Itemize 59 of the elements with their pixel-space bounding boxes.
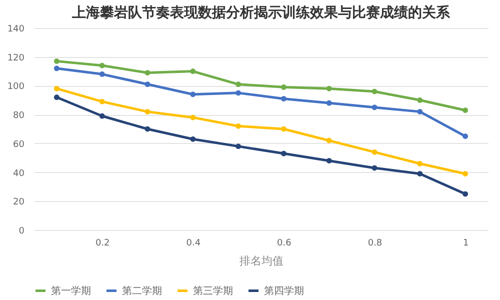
y-tick-label: 100 (7, 82, 25, 92)
x-tick-label: 0.8 (368, 238, 382, 248)
point (236, 90, 242, 96)
point (144, 126, 150, 132)
point (417, 97, 423, 103)
x-tick-label: 0.6 (277, 238, 292, 248)
y-tick-label: 20 (13, 198, 25, 208)
legend-label: 第四学期 (264, 284, 304, 297)
x-axis-title: 排名均值 (240, 254, 284, 268)
point (417, 108, 423, 114)
point (462, 108, 468, 113)
point (190, 136, 196, 142)
point (236, 144, 242, 150)
legend-label: 第二学期 (122, 284, 162, 297)
point (54, 58, 60, 64)
point (190, 68, 196, 74)
point (236, 123, 242, 129)
y-tick-label: 40 (13, 168, 25, 179)
point (280, 150, 286, 156)
y-tick-label: 60 (13, 140, 25, 150)
point (99, 71, 105, 77)
point (99, 62, 105, 68)
point (372, 165, 378, 171)
x-tick-label: 1 (462, 238, 469, 248)
x-tick-label: 0.2 (95, 238, 110, 248)
y-tick-label: 0 (18, 226, 25, 236)
y-tick-label: 80 (13, 111, 25, 122)
point (54, 86, 60, 92)
point (99, 113, 105, 119)
point (372, 149, 378, 155)
point (462, 191, 468, 197)
point (326, 158, 332, 164)
point (190, 92, 196, 98)
point (417, 170, 423, 176)
point (144, 108, 150, 114)
y-tick-label: 140 (7, 24, 25, 34)
point (99, 98, 105, 104)
chart-title: 上海攀岩队节奏表现数据分析揭示训练效果与比赛成绩的关系 (71, 4, 451, 21)
point (54, 94, 60, 100)
point (326, 100, 332, 106)
point (280, 84, 286, 90)
x-tick-label: 0.4 (186, 238, 201, 248)
point (326, 86, 332, 92)
point (372, 104, 378, 110)
point (280, 96, 286, 102)
point (144, 70, 150, 76)
y-tick-label: 120 (7, 53, 25, 64)
point (417, 160, 423, 166)
point (190, 114, 196, 120)
point (54, 66, 60, 72)
point (462, 133, 468, 139)
point (236, 82, 242, 88)
point (326, 138, 332, 144)
legend-label: 第三学期 (193, 284, 233, 297)
point (372, 88, 378, 94)
point (144, 82, 150, 88)
point (280, 126, 286, 132)
legend-label: 第一学期 (51, 284, 91, 297)
point (462, 170, 468, 176)
